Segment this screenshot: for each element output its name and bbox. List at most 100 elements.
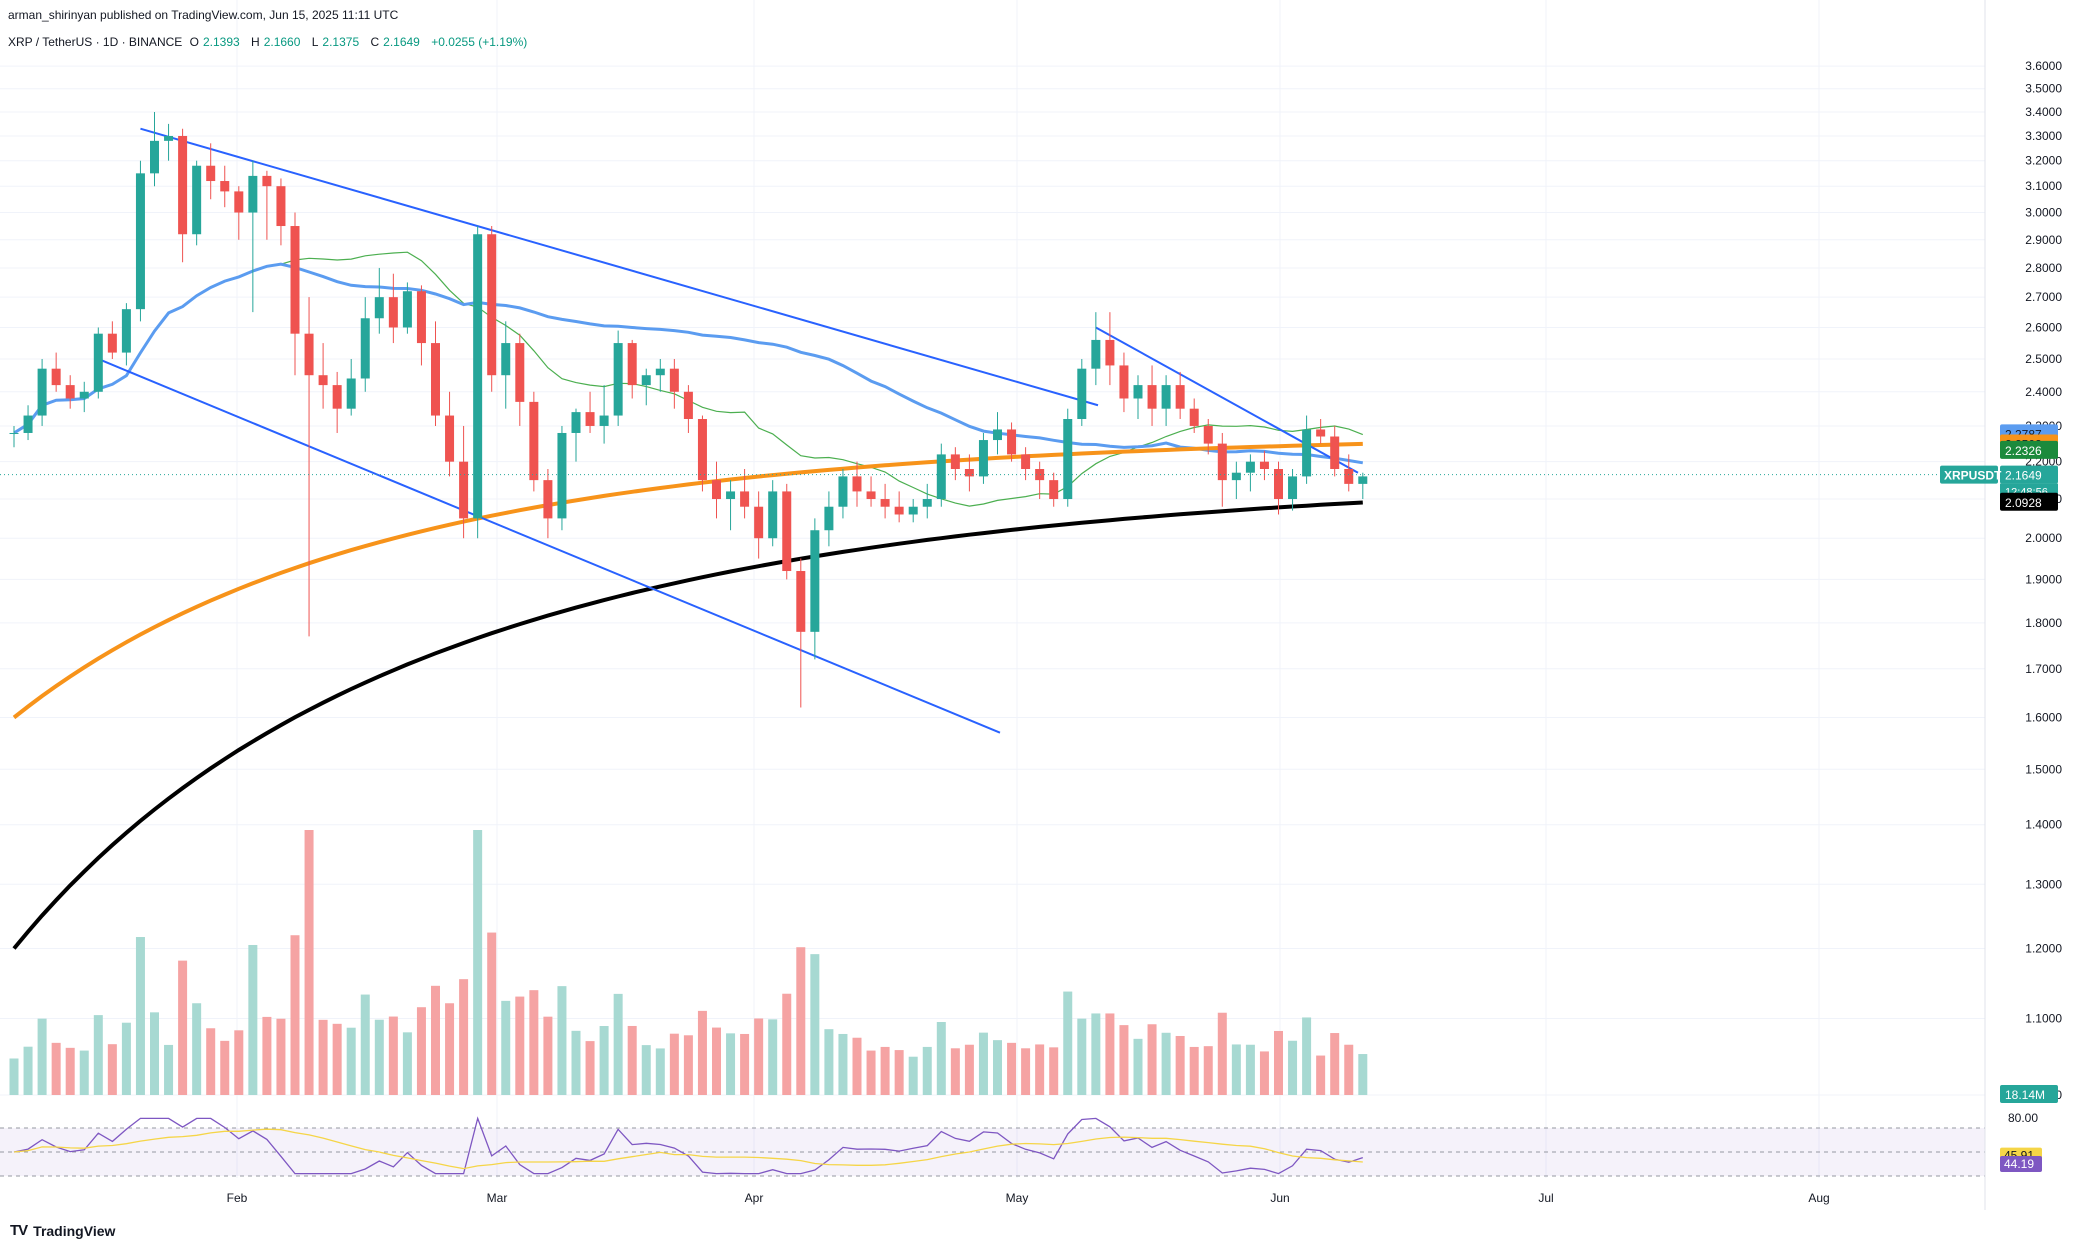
volume-bar [178,960,188,1095]
candle-body [1358,476,1368,484]
volume-bar [1203,1046,1213,1095]
volume-bar [599,1026,609,1095]
candle-body [908,506,918,515]
x-tick-label: Jun [1270,1191,1289,1205]
candle-body [220,181,230,192]
candle-body [669,368,679,392]
candle-body [1259,461,1269,470]
candle-body [402,291,412,328]
volume-bar [726,1033,736,1095]
volume-bar [150,1012,159,1095]
volume-bar [1175,1035,1185,1095]
candle-body [515,343,525,402]
candle-body [782,491,792,572]
y-tick-label: 2.8000 [2025,261,2062,275]
candle-body [1288,476,1298,500]
volume-bar [1007,1042,1017,1095]
candle-body [894,506,904,515]
candle-body [1330,436,1340,470]
volume-bar [1077,1018,1087,1095]
volume-bar [768,1019,778,1095]
y-tick-label: 1.5000 [2025,762,2062,776]
upper-channel-line [140,127,1099,407]
symbol-tag: XRPUSDT [1944,469,2002,483]
candle-body [164,135,174,141]
volume-bar [234,1030,244,1095]
candle-body [290,226,300,334]
candle-body [1035,469,1045,481]
y-tick-label: 2.5000 [2025,352,2062,366]
candle-body [473,234,483,519]
candle-body [121,309,131,353]
rsi-pane: 80.00 [0,1111,2038,1177]
y-tick-label: 2.9000 [2025,233,2062,247]
volume-bar [1119,1025,1129,1095]
candle-body [431,343,440,416]
tradingview-brand[interactable]: TV TradingView [10,1222,115,1239]
price-label: 2.2326 [2005,444,2042,458]
rsi-ma-line [13,1128,1363,1170]
candle-body [51,368,61,386]
candle-body [1077,368,1087,420]
price-label-box [2000,440,2058,459]
trendlines [97,127,1359,734]
volume-bar [529,990,539,1095]
volume-bar [1274,1030,1283,1095]
volume-bar [894,1050,904,1095]
y-tick-label: 3.5000 [2025,82,2062,96]
ma-100-line [12,441,1363,720]
volume-bar [810,954,820,1095]
candle-body [374,297,384,319]
candle-body [416,291,426,344]
candle-body [192,165,202,235]
volume-bar [585,1041,595,1095]
volume-bar [782,993,792,1095]
volume-bar [866,1050,876,1095]
volume-bar [304,830,314,1095]
x-tick-label: Mar [487,1191,508,1205]
candle-body [1119,365,1129,399]
volume-bar [571,1030,581,1095]
symbol-tag-box [1940,465,1998,484]
candle-body [922,499,932,507]
volume-bar [346,1027,356,1095]
volume-bar [487,932,497,1095]
candle-body [796,571,806,632]
volume-bar [908,1056,918,1095]
volume-bar [79,1050,89,1095]
volume-bar [613,993,623,1095]
candle-body [304,333,314,376]
publisher-line: arman_shirinyan published on TradingView… [8,8,399,22]
y-tick-label: 1.8000 [2025,616,2062,630]
candle-body [1274,469,1283,500]
symbol-name[interactable]: XRP / TetherUS · 1D · BINANCE [8,35,183,49]
volume-bar [93,1015,103,1095]
candle-body [79,391,89,399]
volume-bar [431,985,440,1095]
volume-bar [402,1032,412,1095]
volume-bar [712,1027,721,1095]
candle-body [318,375,328,386]
candle-body [993,429,1002,441]
candle-body [135,173,145,310]
volume-bar [206,1028,216,1095]
y-tick-label: 1.3000 [2025,877,2062,891]
volume-bar [1189,1046,1199,1095]
ohlc-low: L 2.1375 [311,35,360,49]
candle-body [501,343,511,376]
y-tick-label: 3.0000 [2025,206,2062,220]
candle-body [1203,425,1213,444]
candle-body [1189,408,1199,426]
candle-body [712,480,721,500]
volume-bar [388,1016,398,1095]
price-axis: 3.6000 3.5000 3.4000 3.3000 3.2000 3.1000 3.00… [1984,0,2062,1210]
candle-body [641,375,651,386]
y-tick-label: 3.1000 [2025,179,2062,193]
volume-bar [824,1029,834,1095]
candle-body [1021,454,1031,470]
ohlc-change: +0.0255 (+1.19%) [431,35,528,49]
volume-bar [838,1033,848,1095]
candle-body [1231,472,1241,481]
volume-bar [1302,1017,1312,1095]
